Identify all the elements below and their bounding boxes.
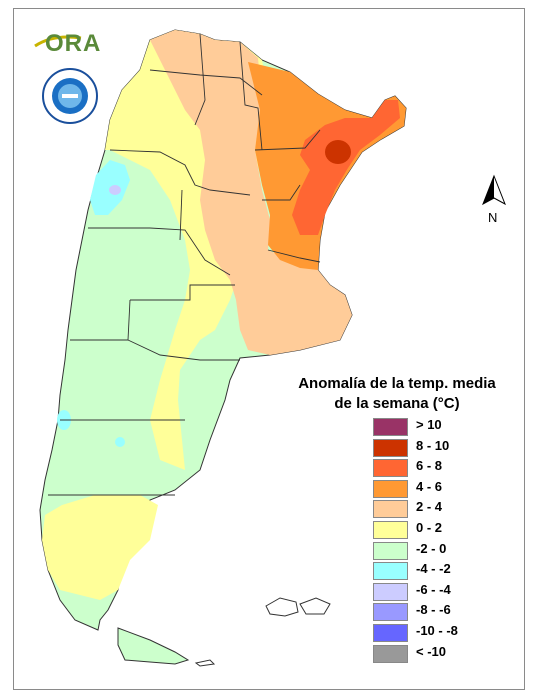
ora-logo: ORA [33, 28, 103, 58]
legend-label: -6 - -4 [416, 581, 451, 597]
legend-swatch [373, 582, 408, 601]
legend-swatch [373, 418, 408, 436]
legend-title: Anomalía de la temp. media de la semana … [292, 374, 502, 414]
legend-swatch [373, 479, 408, 498]
institution-seal-icon [42, 68, 98, 124]
isla-de-los-estados [194, 659, 216, 667]
legend-label: 0 - 2 [416, 519, 443, 535]
legend-label: -10 - -8 [416, 622, 458, 638]
north-label: N [488, 210, 497, 225]
anomaly-zone-minus4-minus2-spot [115, 437, 125, 447]
legend-label: > 10 [416, 417, 442, 432]
malvinas-islands [265, 597, 331, 617]
anomaly-zone-6-8 [292, 100, 400, 235]
legend-label: -2 - 0 [416, 540, 447, 556]
legend-swatch [373, 541, 408, 560]
legend-swatch [373, 623, 408, 642]
legend-label: < -10 [416, 643, 446, 659]
legend-swatch [373, 520, 408, 539]
legend-swatch [373, 459, 408, 478]
legend-label: 4 - 6 [416, 478, 443, 494]
legend-swatch [373, 562, 408, 581]
legend-swatch [373, 500, 408, 519]
north-arrow: N [479, 174, 509, 229]
province-boundaries [48, 33, 321, 496]
legend-label: -4 - -2 [416, 561, 451, 577]
legend-label: -8 - -6 [416, 602, 451, 618]
tierra-del-fuego [117, 627, 190, 665]
anomaly-zone-minus6-minus4-cuyo [109, 185, 121, 195]
anomaly-zone-8-10 [325, 140, 351, 164]
legend-title-line-1: Anomalía de la temp. media [298, 375, 496, 392]
legend-swatch [373, 644, 408, 663]
ora-logo-text: ORA [45, 30, 102, 57]
legend-label: 2 - 4 [416, 499, 443, 515]
legend-label: 6 - 8 [416, 458, 443, 474]
legend-label: 8 - 10 [416, 437, 450, 453]
legend-title-line-2: de la semana (°C) [334, 395, 460, 412]
legend-swatch [373, 603, 408, 622]
legend-swatch [373, 438, 408, 457]
anomaly-zone-0-2-south [42, 495, 158, 600]
